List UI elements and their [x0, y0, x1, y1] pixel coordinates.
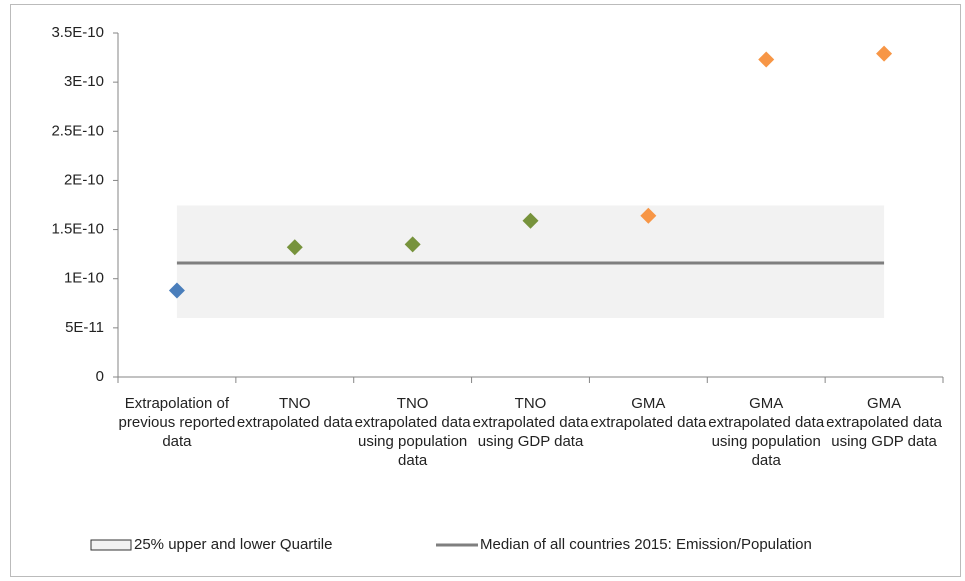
- x-tick-label: GMA extrapolated data using GDP data: [826, 395, 943, 450]
- y-tick-label: 3E-10: [64, 73, 104, 90]
- y-tick-label: 1.5E-10: [51, 221, 104, 238]
- legend-swatch: [90, 539, 132, 551]
- y-tick-label: 2.5E-10: [51, 122, 104, 139]
- x-tick-label: Extrapolation of previous reported data: [118, 395, 236, 450]
- y-tick-label: 2E-10: [64, 171, 104, 188]
- x-tick-label: GMA extrapolated data: [590, 395, 707, 431]
- x-tick-label: TNO extrapolated data using GDP data: [472, 395, 589, 450]
- x-tick-label: TNO extrapolated data: [236, 395, 353, 431]
- legend-label: 25% upper and lower Quartile: [134, 536, 333, 553]
- y-tick-label: 0: [96, 368, 104, 385]
- y-tick-label: 3.5E-10: [51, 24, 104, 41]
- point: [522, 212, 539, 229]
- point: [876, 45, 893, 62]
- point: [286, 239, 303, 256]
- chart-frame: [10, 4, 961, 577]
- y-tick-label: 1E-10: [64, 270, 104, 287]
- x-tick-label: GMA extrapolated data using population d…: [708, 395, 825, 469]
- legend-label: Median of all countries 2015: Emission/P…: [480, 536, 812, 553]
- point: [640, 207, 657, 224]
- x-tick-label: TNO extrapolated data using population d…: [354, 395, 471, 469]
- point: [168, 282, 185, 299]
- point: [404, 236, 421, 253]
- point: [758, 51, 775, 68]
- y-tick-label: 5E-11: [65, 319, 104, 336]
